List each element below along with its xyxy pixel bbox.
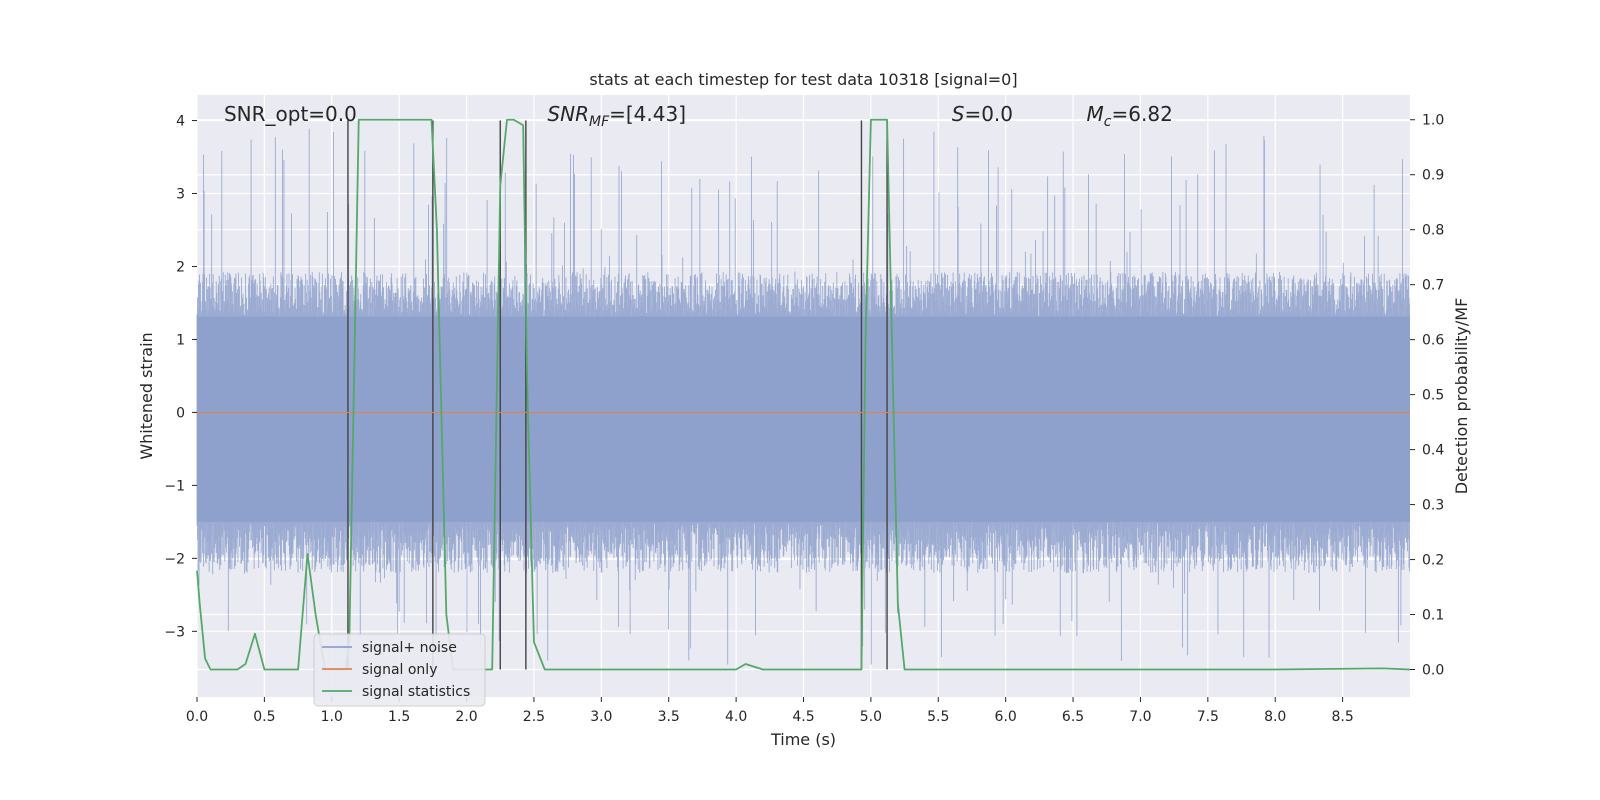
annotation-main: SNR_opt=0.0 xyxy=(224,102,357,126)
annotation-text: S=0.0 xyxy=(952,102,1013,126)
x-tick-label: 2.0 xyxy=(455,709,477,725)
legend: signal+ noise signal only signal statistic… xyxy=(313,633,486,707)
y-tick-label: 2 xyxy=(176,259,185,275)
y2-tick-label: 0.7 xyxy=(1422,278,1444,294)
signal-noise-series xyxy=(196,128,1410,665)
y-tick-label: −2 xyxy=(164,551,185,567)
y2-tick-label: 0.0 xyxy=(1422,663,1444,679)
y2-axis-label: Detection probability/MF xyxy=(1452,298,1471,495)
annotation-text: SNRMF=[4.43] xyxy=(547,102,686,130)
annotations: SNR_opt=0.0 SNRMF=[4.43] S=0.0 Mc=6.82 xyxy=(224,102,1173,130)
y2-tick-label: 0.5 xyxy=(1422,388,1444,404)
legend-label: signal only xyxy=(362,662,437,678)
x-tick-label: 0.5 xyxy=(253,709,275,725)
x-tick-label: 5.5 xyxy=(927,709,949,725)
annotation-main: S xyxy=(952,102,965,126)
x-tick-label: 6.5 xyxy=(1062,709,1084,725)
chart-title: stats at each timestep for test data 103… xyxy=(589,70,1017,89)
x-axis-label: Time (s) xyxy=(770,730,836,749)
y-tick-label: 4 xyxy=(176,114,185,130)
legend-label: signal+ noise xyxy=(362,640,457,656)
x-tick-label: 4.0 xyxy=(725,709,747,725)
x-tick-label: 5.0 xyxy=(860,709,882,725)
annotation-subscript: c xyxy=(1104,114,1112,130)
x-tick-label: 3.5 xyxy=(658,709,680,725)
annotation-main: SNR xyxy=(547,102,589,126)
annotation-suffix: =6.82 xyxy=(1112,102,1173,126)
annotation-main: M xyxy=(1087,102,1104,126)
axis-ticks: 0.0 0.5 1.0 1.5 2.0 2.5 3.0 3.5 4.0 4.5 5.0 5.5 6.0 6… xyxy=(164,113,1444,725)
x-tick-label: 1.5 xyxy=(388,709,410,725)
x-tick-label: 8.5 xyxy=(1331,709,1353,725)
x-tick-label: 8.0 xyxy=(1264,709,1286,725)
x-tick-label: 7.0 xyxy=(1129,709,1151,725)
y-axis-label: Whitened strain xyxy=(137,332,156,459)
y2-tick-label: 0.4 xyxy=(1422,443,1444,459)
y2-tick-label: 0.6 xyxy=(1422,333,1444,349)
y2-tick-label: 0.3 xyxy=(1422,498,1444,514)
annotation-suffix: =[4.43] xyxy=(609,102,686,126)
x-tick-label: 7.5 xyxy=(1197,709,1219,725)
y-tick-label: 3 xyxy=(176,187,185,203)
x-tick-label: 3.0 xyxy=(590,709,612,725)
x-tick-label: 6.0 xyxy=(995,709,1017,725)
annotation-subscript: MF xyxy=(589,114,610,130)
y2-tick-label: 0.9 xyxy=(1422,168,1444,184)
x-tick-label: 1.0 xyxy=(321,709,343,725)
y2-tick-label: 0.1 xyxy=(1422,608,1444,624)
y2-tick-label: 0.2 xyxy=(1422,553,1444,569)
legend-box xyxy=(313,633,486,707)
annotation-text: SNR_opt=0.0 xyxy=(224,102,357,126)
x-tick-label: 2.5 xyxy=(523,709,545,725)
annotation-text: Mc=6.82 xyxy=(1087,102,1173,130)
y-tick-label: 1 xyxy=(176,332,185,348)
y2-tick-label: 1.0 xyxy=(1422,113,1444,129)
legend-label: signal statistics xyxy=(362,684,470,700)
x-tick-label: 0.0 xyxy=(186,709,208,725)
y-tick-label: −3 xyxy=(164,624,185,640)
y-tick-label: −1 xyxy=(164,478,185,494)
y2-tick-label: 0.8 xyxy=(1422,223,1444,239)
x-tick-label: 4.5 xyxy=(792,709,814,725)
y-tick-label: 0 xyxy=(176,405,185,421)
annotation-suffix: =0.0 xyxy=(964,102,1013,126)
signal-noise-core-band xyxy=(197,316,1410,522)
